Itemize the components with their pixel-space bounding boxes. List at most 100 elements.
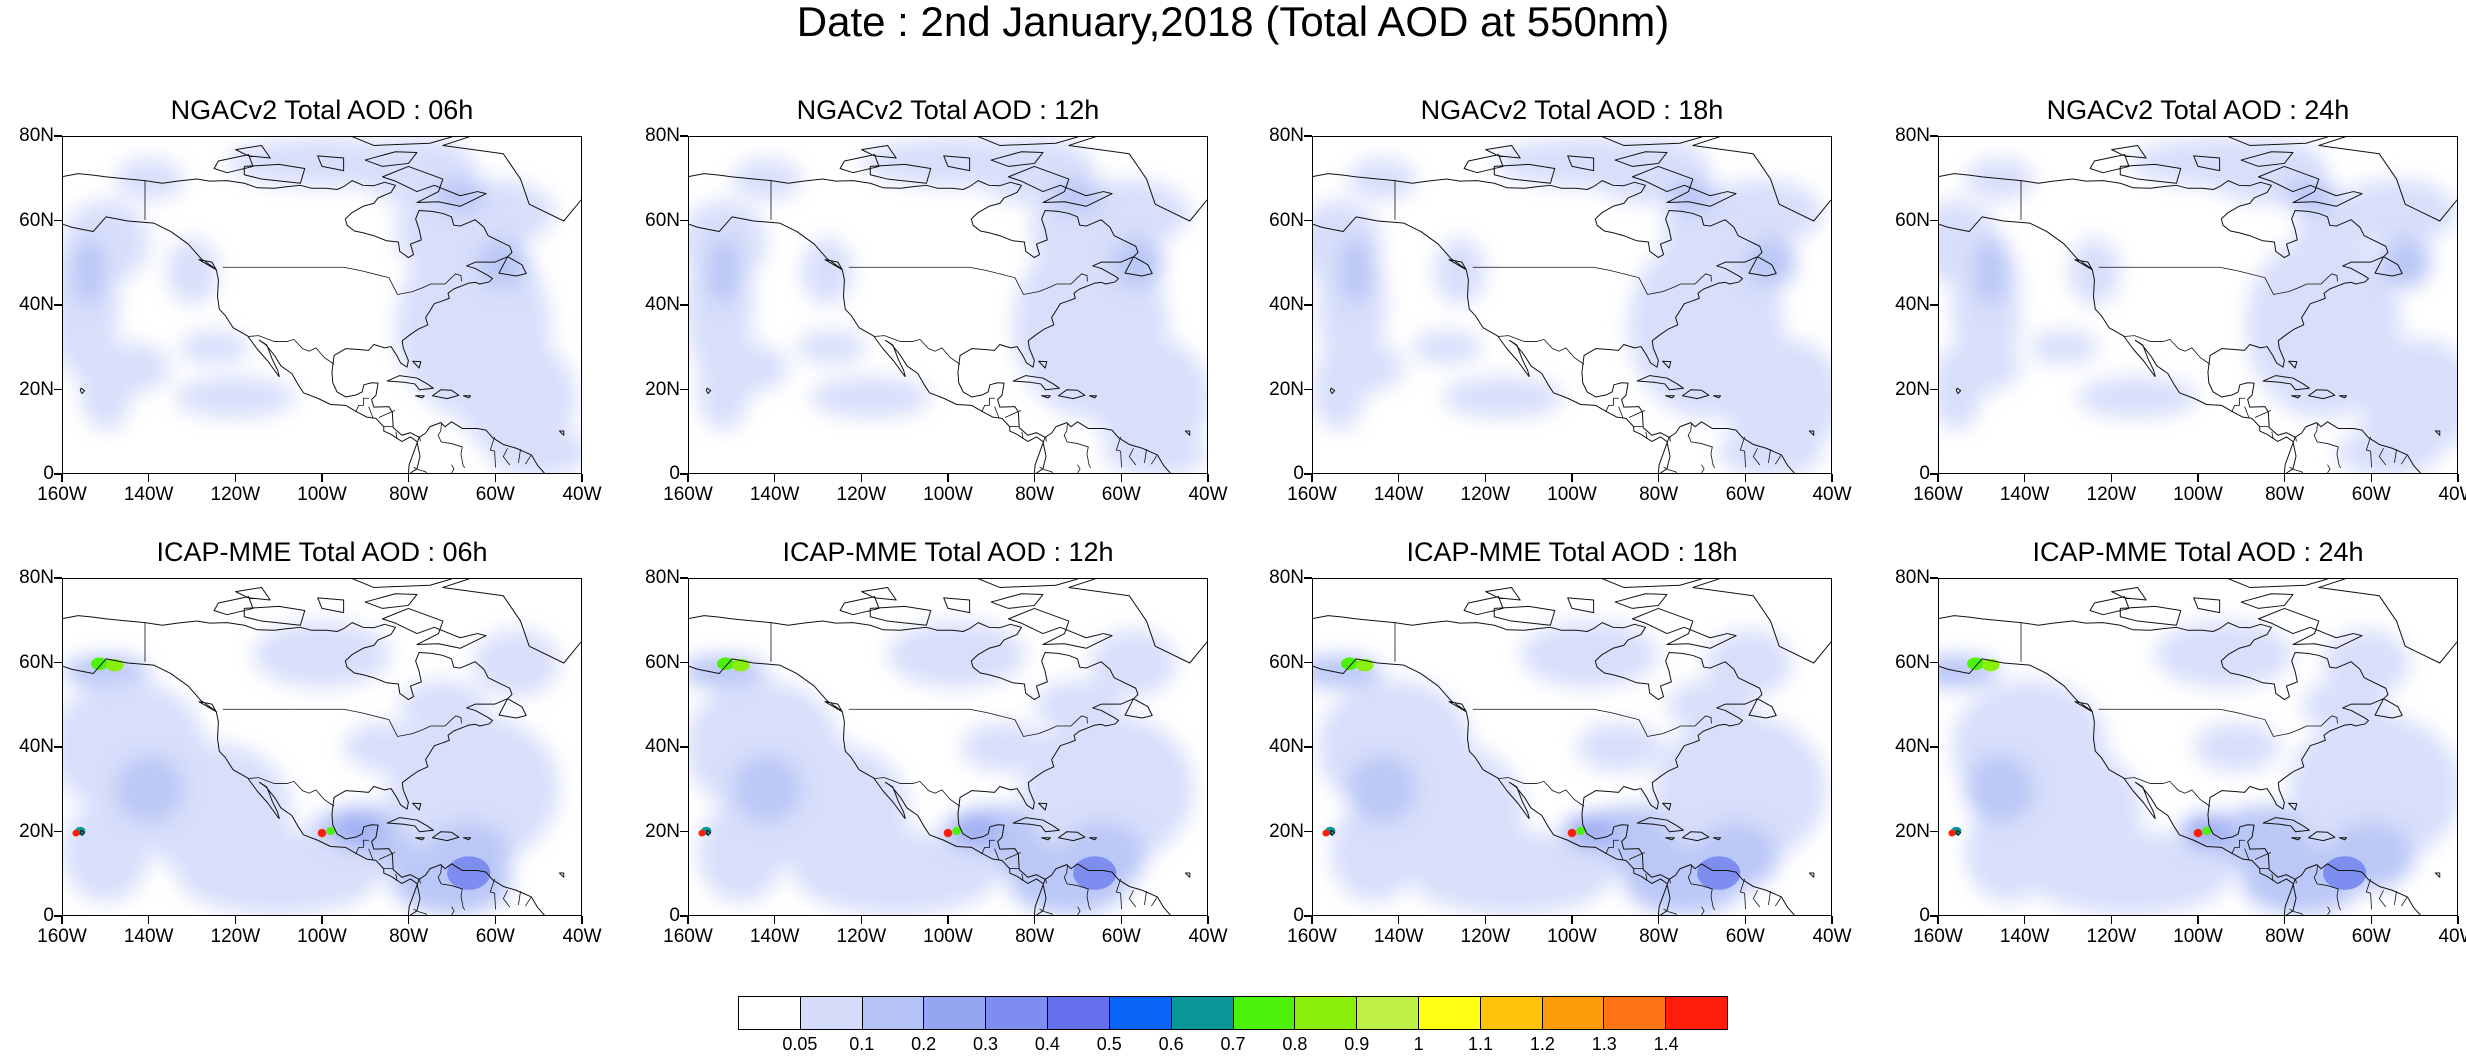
- lat-tick-label: 60N: [1895, 651, 1930, 673]
- lon-tick-label: 60W: [1725, 484, 1765, 505]
- lat-tick-mark: [54, 135, 62, 137]
- lon-tick-mark: [234, 474, 237, 482]
- lon-tick-mark: [407, 916, 410, 924]
- lon-tick-label: 80W: [1015, 926, 1055, 947]
- colorbar-label: 0.2: [911, 1034, 937, 1054]
- lon-tick-label: 80W: [2265, 926, 2305, 947]
- lon-tick-mark: [1397, 474, 1400, 482]
- colorbar-swatch: [1480, 997, 1543, 1029]
- lon-tick-label: 160W: [1287, 926, 1337, 947]
- colorbar-swatch: [1604, 997, 1667, 1029]
- lon-tick-label: 40W: [562, 484, 602, 505]
- lat-tick-label: 60N: [645, 209, 680, 231]
- map-frame: [1938, 136, 2458, 474]
- lon-tick-label: 40W: [562, 926, 602, 947]
- panel-title: ICAP-MME Total AOD : 06h: [156, 537, 488, 567]
- map-frame: [62, 136, 582, 474]
- lon-tick-label: 160W: [663, 484, 713, 505]
- aod-field: [689, 137, 1207, 473]
- lon-tick-label: 60W: [1101, 484, 1141, 505]
- lat-tick-mark: [1930, 304, 1938, 306]
- lat-tick-mark: [1930, 830, 1938, 833]
- lon-tick-label: 120W: [1460, 926, 1511, 947]
- lat-tick-label: 0: [43, 463, 54, 484]
- lat-tick-label: 40N: [1895, 294, 1930, 315]
- lon-tick-mark: [1937, 916, 1939, 924]
- colorbar-swatch: [1171, 997, 1234, 1029]
- map-frame: [1312, 136, 1832, 474]
- lat-tick-mark: [1304, 830, 1312, 833]
- lon-tick-label: 40W: [1812, 484, 1852, 505]
- lon-tick-label: 160W: [1913, 926, 1963, 947]
- colorbar-label: 0.5: [1096, 1034, 1122, 1054]
- map-panel: NGACv2 Total AOD : 06h 80N 60N 40N 20N 0 160W 1…: [19, 95, 601, 505]
- lon-tick-mark: [2370, 474, 2373, 482]
- lat-tick-mark: [680, 388, 688, 391]
- lon-tick-label: 60W: [1725, 926, 1765, 947]
- lat-tick-mark: [680, 661, 688, 664]
- lon-tick-label: 140W: [1373, 484, 1424, 505]
- map-frame: [688, 578, 1208, 916]
- colorbar-swatch: [1418, 997, 1481, 1029]
- lat-tick-label: 20N: [1269, 378, 1304, 400]
- lon-tick-mark: [2110, 474, 2113, 482]
- colorbar-label: 1: [1413, 1034, 1424, 1054]
- lon-tick-mark: [947, 474, 949, 482]
- lat-tick-mark: [1930, 661, 1938, 664]
- lon-tick-mark: [687, 474, 689, 482]
- panel-title: ICAP-MME Total AOD : 18h: [1406, 537, 1738, 567]
- coastline-overlay: [1313, 579, 1831, 915]
- map-frame: [688, 136, 1208, 474]
- lon-tick-mark: [1120, 916, 1123, 924]
- lon-tick-label: 40W: [2438, 926, 2466, 947]
- colorbar-label: 0.4: [1034, 1034, 1060, 1054]
- lon-tick-label: 80W: [389, 484, 429, 505]
- map-panel: ICAP-MME Total AOD : 18h 80N 60N 40N 20N 0 160…: [1269, 537, 1851, 947]
- lon-tick-mark: [2110, 916, 2113, 924]
- lat-tick-mark: [680, 746, 688, 748]
- lon-tick-label: 160W: [663, 926, 713, 947]
- lat-tick-label: 20N: [19, 378, 54, 400]
- lon-tick-label: 120W: [836, 926, 887, 947]
- lon-tick-mark: [61, 916, 63, 924]
- lon-tick-mark: [687, 916, 689, 924]
- lon-tick-mark: [234, 916, 237, 924]
- colorbar-swatch: [1109, 997, 1172, 1029]
- lat-tick-label: 20N: [1895, 378, 1930, 400]
- lat-tick-mark: [1930, 577, 1938, 579]
- lat-tick-mark: [1304, 473, 1312, 475]
- colorbar-label: 1.1: [1467, 1034, 1494, 1054]
- lon-tick-label: 40W: [1188, 926, 1228, 947]
- lon-tick-mark: [1657, 474, 1660, 482]
- lat-tick-label: 40N: [19, 736, 54, 757]
- colorbar-label: 0.8: [1282, 1034, 1308, 1054]
- coastline-overlay: [1939, 579, 2457, 915]
- lat-tick-mark: [54, 746, 62, 748]
- lon-tick-label: 60W: [2351, 926, 2391, 947]
- lon-tick-mark: [2370, 916, 2373, 924]
- lon-tick-label: 40W: [1812, 926, 1852, 947]
- lon-tick-mark: [1120, 474, 1123, 482]
- colorbar-label: 0.3: [972, 1034, 999, 1054]
- lon-tick-mark: [1571, 474, 1573, 482]
- lon-tick-label: 140W: [749, 484, 800, 505]
- colorbar-label: 0.9: [1344, 1034, 1370, 1054]
- lat-tick-label: 80N: [1269, 567, 1304, 588]
- colorbar-swatch: [1542, 997, 1605, 1029]
- lat-tick-mark: [1930, 746, 1938, 748]
- lon-tick-mark: [2197, 916, 2199, 924]
- lon-tick-label: 120W: [210, 484, 261, 505]
- lat-tick-label: 80N: [645, 125, 680, 146]
- colorbar-swatch: [800, 997, 863, 1029]
- lon-tick-mark: [321, 474, 323, 482]
- lon-tick-label: 160W: [37, 484, 87, 505]
- lat-tick-label: 40N: [19, 294, 54, 315]
- colorbar-swatch: [1666, 997, 1727, 1029]
- lat-tick-label: 40N: [645, 736, 680, 757]
- lon-tick-mark: [2023, 916, 2026, 924]
- lat-tick-mark: [54, 388, 62, 391]
- coastline-overlay: [1313, 137, 1831, 473]
- lat-tick-label: 60N: [1895, 209, 1930, 231]
- lon-tick-mark: [147, 916, 150, 924]
- lon-tick-mark: [407, 474, 410, 482]
